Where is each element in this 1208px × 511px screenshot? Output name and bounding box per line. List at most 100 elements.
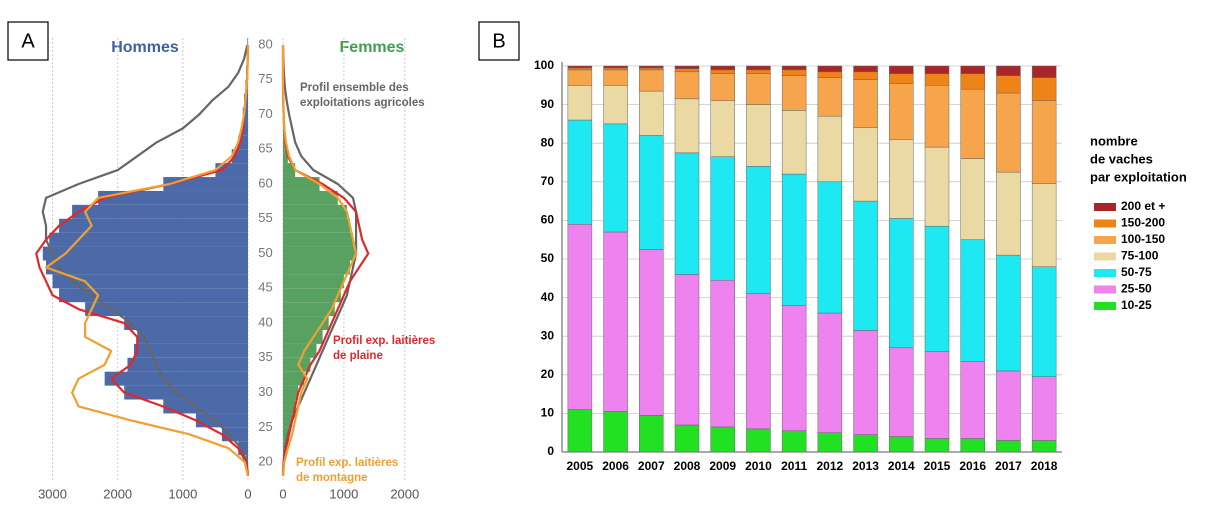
x-tick-label: 2006 xyxy=(602,459,629,473)
y-tick-label: 10 xyxy=(541,406,555,420)
annotation: exploitations agricoles xyxy=(300,97,425,109)
bar-segment xyxy=(603,231,628,412)
legend-title: par exploitation xyxy=(1090,169,1187,184)
x-tick-label: 2014 xyxy=(888,459,915,473)
x-tick-label: 2015 xyxy=(924,459,951,473)
bar-segment xyxy=(781,430,807,453)
bar-segment xyxy=(924,351,950,439)
legend-swatch xyxy=(1094,203,1116,211)
x-tick-label: 0 xyxy=(279,486,286,501)
annotation: de montagne xyxy=(296,472,368,484)
bar-segment xyxy=(710,73,735,101)
bar-segment xyxy=(817,312,843,433)
legend-label: 150-200 xyxy=(1121,216,1165,230)
panel-label: A xyxy=(21,30,35,52)
x-tick-label: 0 xyxy=(244,486,251,501)
y-tick-label: 70 xyxy=(258,106,272,121)
panel-label-box xyxy=(478,21,520,61)
bar-segment xyxy=(639,65,664,69)
bar xyxy=(283,260,350,275)
bar-segment xyxy=(1031,100,1057,184)
bar xyxy=(283,302,335,317)
bar xyxy=(283,427,290,442)
y-tick-label: 40 xyxy=(541,290,555,304)
bar-segment xyxy=(1031,440,1057,453)
x-tick-label: 2018 xyxy=(1031,459,1058,473)
legend-swatch xyxy=(1094,252,1116,261)
bar-segment xyxy=(746,428,771,453)
y-tick-label: 40 xyxy=(258,314,272,329)
bar-segment xyxy=(817,115,843,183)
bar-segment xyxy=(960,73,985,90)
bar xyxy=(283,135,286,150)
bar-segment xyxy=(746,69,771,74)
bar xyxy=(49,232,249,247)
bar-segment xyxy=(639,415,664,453)
bar xyxy=(85,302,248,317)
bar-segment xyxy=(924,85,950,148)
bar-segment xyxy=(924,73,950,86)
x-tick-label: 2009 xyxy=(709,459,736,473)
bar-segment xyxy=(710,426,735,453)
bar-segment xyxy=(996,254,1021,372)
annotation: Profil ensemble des xyxy=(300,82,409,94)
bar-segment xyxy=(1031,183,1057,267)
bar-segment xyxy=(889,218,914,349)
bar-segment xyxy=(567,85,593,121)
bar xyxy=(242,107,248,122)
bar-segment xyxy=(1031,77,1057,101)
bar xyxy=(59,288,248,303)
annotation: de plaine xyxy=(333,350,383,362)
y-tick-label: 0 xyxy=(547,444,554,458)
panel-label-box xyxy=(7,21,49,61)
bar-segment xyxy=(1031,266,1057,377)
bar-segment xyxy=(817,77,843,117)
bar-segment xyxy=(889,83,914,140)
y-tick-label: 60 xyxy=(541,213,555,227)
bar xyxy=(124,316,248,330)
legend-label: 100-150 xyxy=(1121,232,1165,246)
bar-segment xyxy=(1031,376,1057,441)
left-title: Hommes xyxy=(111,39,179,56)
y-tick-label: 90 xyxy=(541,97,555,111)
bar-segment xyxy=(674,71,700,100)
y-tick-label: 75 xyxy=(258,71,272,86)
bar xyxy=(283,149,288,164)
annotation: Profil exp. laitières xyxy=(333,335,435,347)
bar xyxy=(283,371,305,386)
panel-label: B xyxy=(492,30,505,52)
bar-segment xyxy=(674,152,700,275)
bar xyxy=(52,274,248,289)
y-tick-label: 50 xyxy=(258,245,272,260)
bar-segment xyxy=(567,119,593,225)
bar-segment xyxy=(567,224,593,410)
bar-segment xyxy=(639,135,664,250)
bar xyxy=(46,260,248,275)
bar-segment xyxy=(1031,65,1057,78)
bar xyxy=(124,385,248,400)
bar xyxy=(241,121,248,136)
bar-segment xyxy=(781,110,807,175)
bar-segment xyxy=(853,330,878,435)
y-tick-label: 80 xyxy=(258,36,272,51)
bar xyxy=(283,218,350,233)
bar-segment xyxy=(889,139,914,219)
bar xyxy=(59,218,248,233)
profile-line xyxy=(44,44,250,477)
x-tick-label: 3000 xyxy=(38,486,67,501)
legend-label: 200 et + xyxy=(1121,199,1165,213)
x-tick-label: 2000 xyxy=(390,486,419,501)
bar-segment xyxy=(639,69,664,92)
bar-segment xyxy=(853,200,878,331)
bar xyxy=(133,343,248,358)
bar-segment xyxy=(781,69,807,76)
bar-segment xyxy=(924,146,950,227)
right-title: Femmes xyxy=(340,39,405,56)
y-tick-label: 20 xyxy=(258,454,272,469)
bar-segment xyxy=(746,293,771,430)
bar xyxy=(221,427,248,442)
x-tick-label: 2000 xyxy=(103,486,132,501)
bar-segment xyxy=(996,75,1021,94)
bar-segment xyxy=(710,65,735,71)
